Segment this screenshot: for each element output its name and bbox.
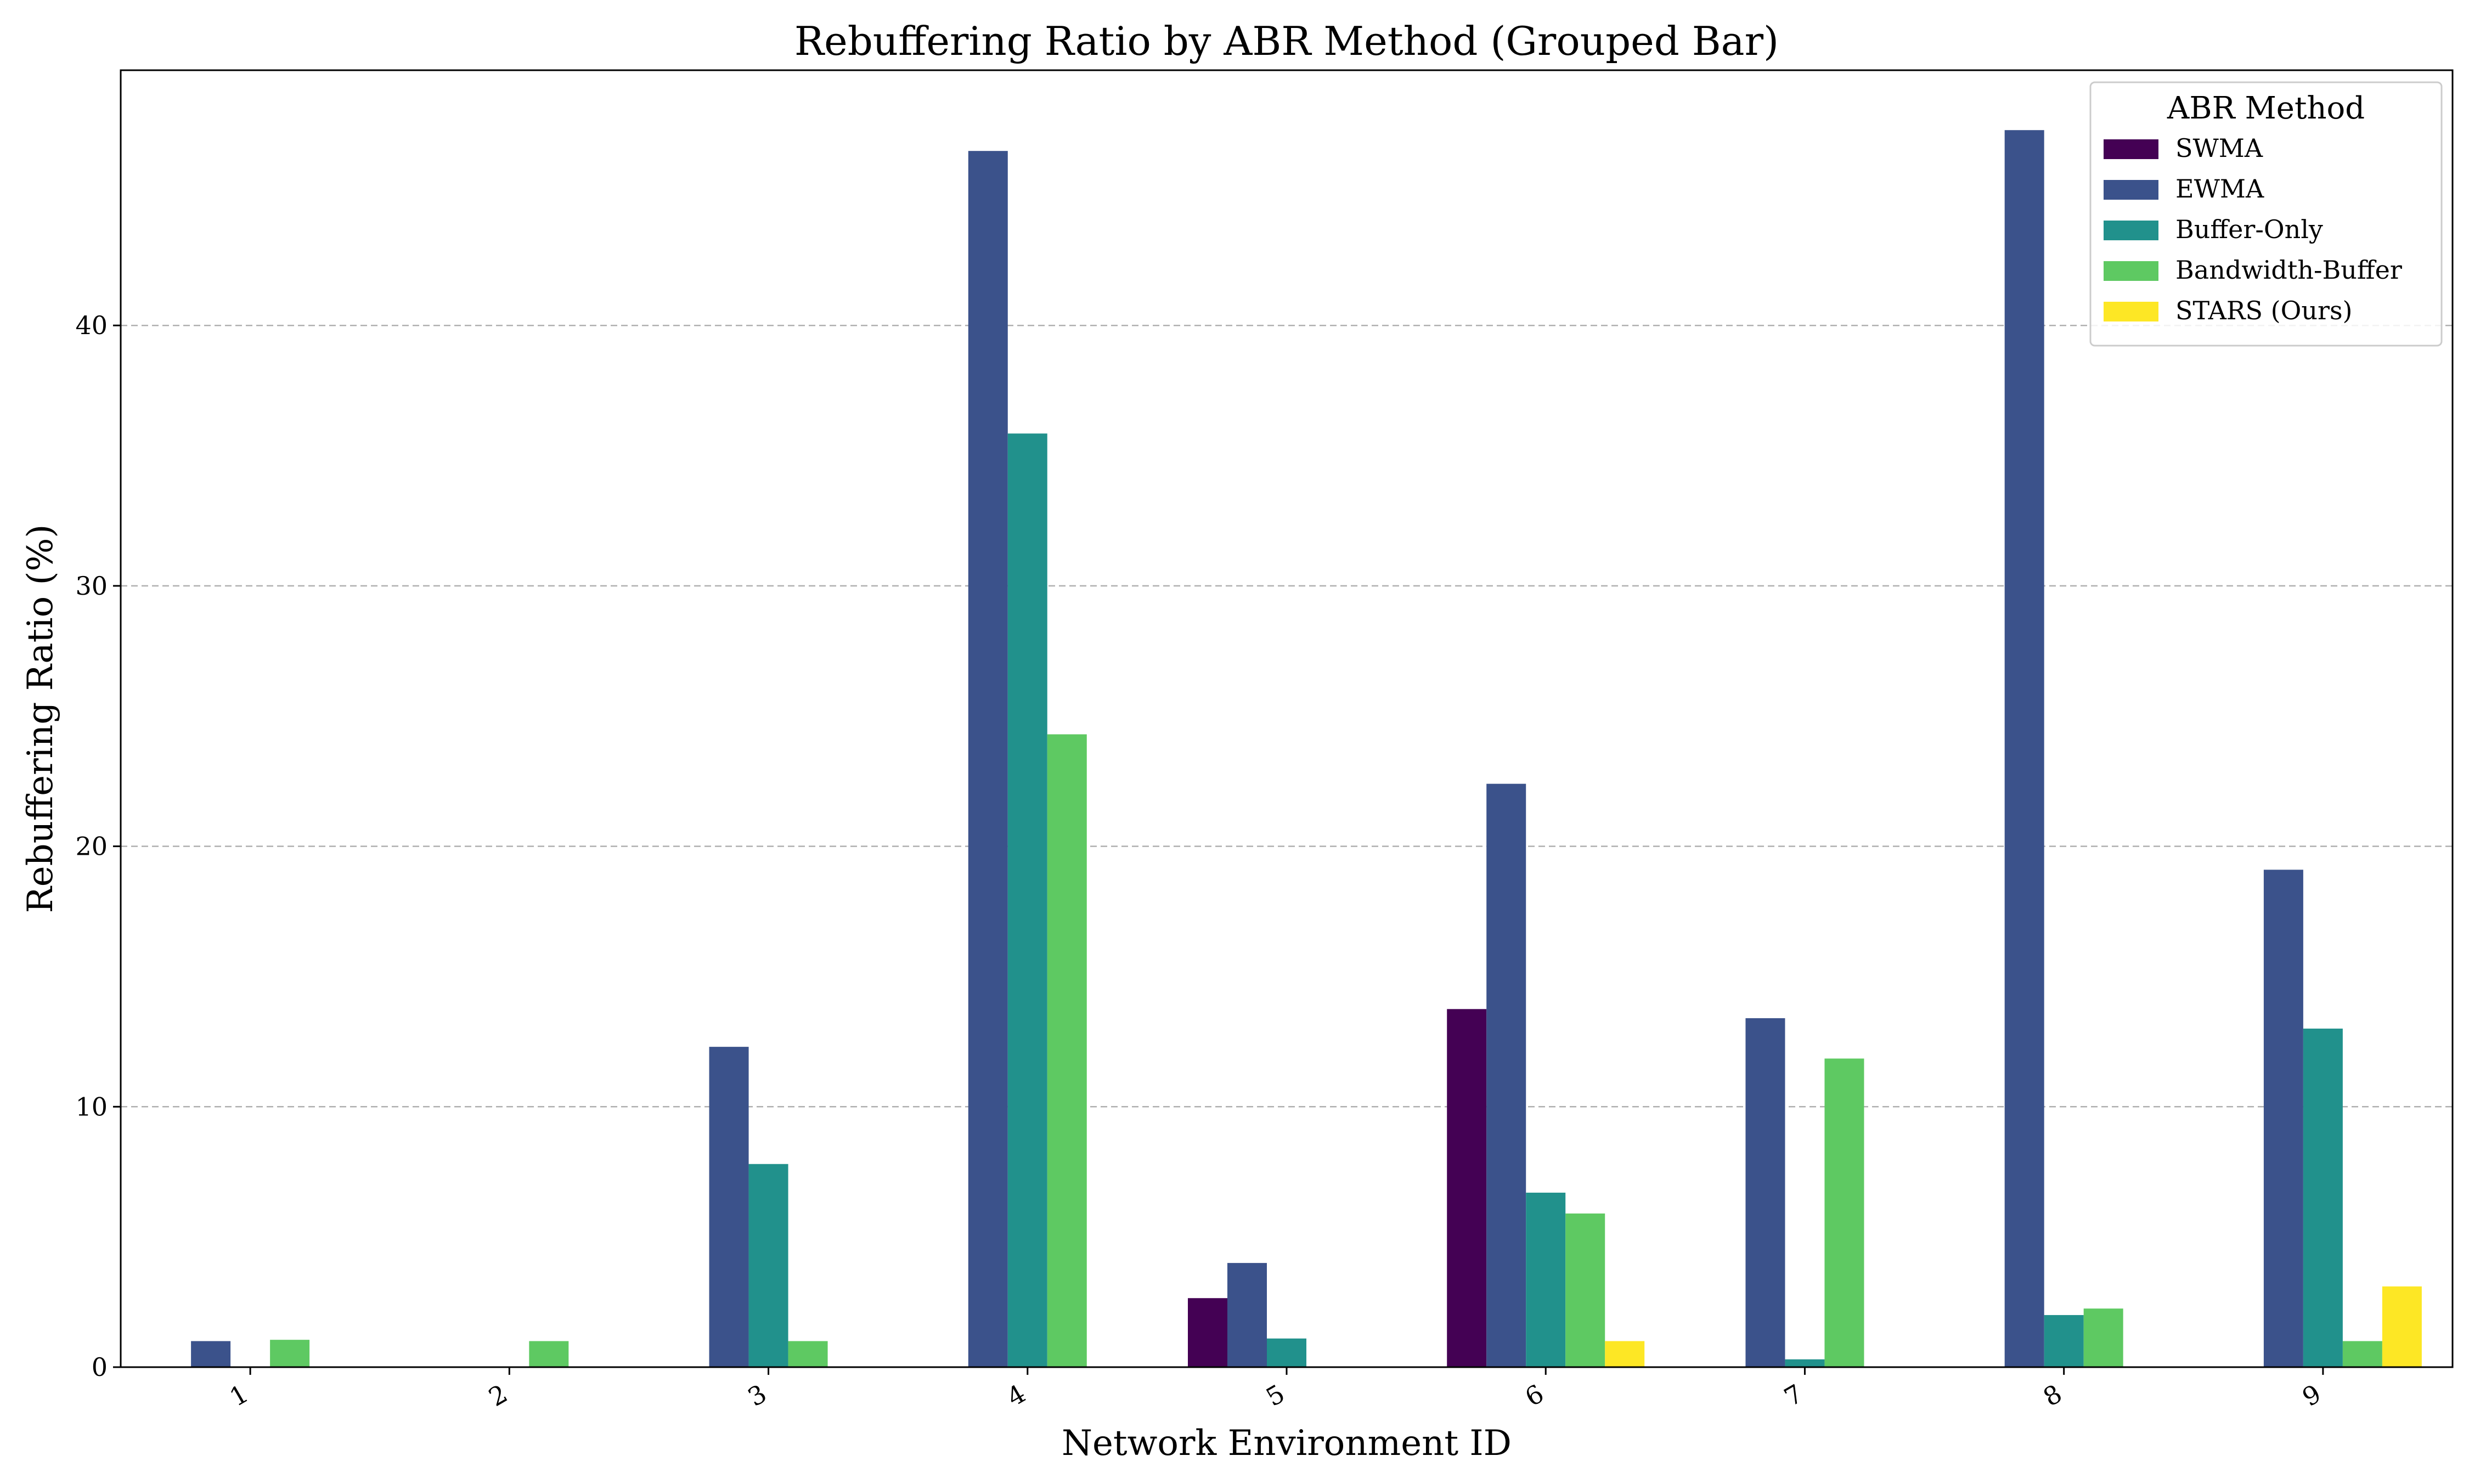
x-axis-label: Network Environment ID (1062, 1423, 1512, 1464)
bar-ewma-env-8 (2004, 130, 2044, 1368)
bar-buffer-only-env-7 (1785, 1359, 1825, 1367)
legend: ABR Method SWMA EWMA Buffer-Only Bandwidth-B… (2089, 81, 2443, 347)
bar-bandwidth-buffer-env-6 (1565, 1213, 1605, 1367)
bar-bandwidth-buffer-env-9 (2342, 1341, 2382, 1367)
legend-label-stars-ours: STARS (Ours) (2175, 296, 2353, 325)
legend-label-swma: SWMA (2175, 133, 2263, 163)
bar-buffer-only-env-4 (1007, 433, 1047, 1367)
legend-swatch-swma (2104, 139, 2158, 159)
bar-bandwidth-buffer-env-8 (2083, 1308, 2123, 1367)
bar-swma-env-5 (1188, 1298, 1227, 1367)
legend-swatch-bandwidth-buffer (2104, 261, 2158, 281)
bar-buffer-only-env-9 (2303, 1028, 2343, 1367)
legend-label-ewma: EWMA (2175, 174, 2264, 204)
legend-swatch-stars-ours (2104, 302, 2158, 321)
bar-ewma-env-7 (1745, 1018, 1785, 1367)
bar-buffer-only-env-3 (748, 1164, 788, 1367)
legend-box (2089, 81, 2443, 347)
bar-bandwidth-buffer-env-4 (1047, 734, 1087, 1367)
y-tick-label-10: 10 (75, 1092, 108, 1121)
bar-ewma-env-5 (1227, 1263, 1267, 1367)
chart-title: Rebuffering Ratio by ABR Method (Grouped… (794, 18, 1779, 64)
bar-buffer-only-env-5 (1267, 1338, 1306, 1367)
bars (191, 130, 2422, 1368)
legend-label-bandwidth-buffer: Bandwidth-Buffer (2175, 255, 2402, 285)
legend-label-buffer-only: Buffer-Only (2175, 215, 2323, 244)
bar-ewma-env-9 (2263, 870, 2303, 1367)
bar-buffer-only-env-6 (1526, 1192, 1566, 1367)
bar-buffer-only-env-8 (2044, 1315, 2084, 1367)
bar-swma-env-6 (1447, 1009, 1487, 1367)
bar-ewma-env-3 (709, 1047, 749, 1367)
bar-bandwidth-buffer-env-2 (529, 1341, 569, 1367)
bar-ewma-env-4 (968, 151, 1008, 1367)
y-tick-label-40: 40 (75, 311, 108, 340)
bar-ewma-env-1 (191, 1341, 231, 1367)
bar-bandwidth-buffer-env-1 (270, 1340, 310, 1367)
y-axis-label: Rebuffering Ratio (%) (20, 524, 61, 913)
y-tick-label-30: 30 (75, 571, 108, 601)
grid-lines (121, 324, 2453, 1108)
bar-bandwidth-buffer-env-7 (1824, 1058, 1864, 1367)
y-tick-label-20: 20 (75, 832, 108, 861)
bar-stars-ours-env-6 (1605, 1341, 1645, 1367)
legend-swatch-buffer-only (2104, 221, 2158, 240)
legend-title: ABR Method (2167, 91, 2365, 126)
bar-stars-ours-env-9 (2382, 1286, 2422, 1367)
legend-swatch-ewma (2104, 180, 2158, 200)
y-tick-label-0: 0 (92, 1352, 108, 1382)
bar-ewma-env-6 (1486, 783, 1526, 1367)
bar-bandwidth-buffer-env-3 (788, 1341, 828, 1367)
